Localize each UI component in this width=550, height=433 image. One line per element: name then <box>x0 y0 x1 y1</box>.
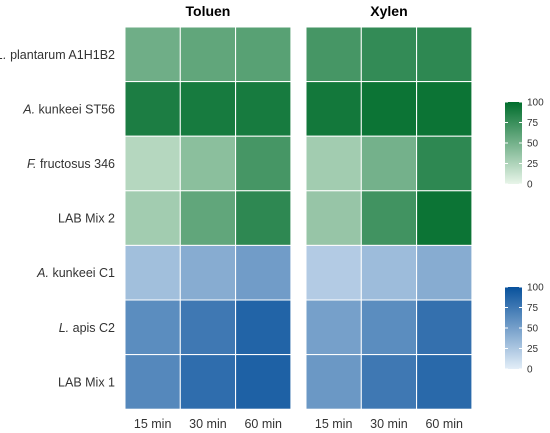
heatmap-cell <box>305 26 362 83</box>
heatmap-cell <box>179 354 237 410</box>
heatmap-cell <box>124 26 181 83</box>
heatmap-cell <box>416 354 473 410</box>
panel-title: Xylen <box>370 3 407 19</box>
heatmap-cell <box>360 26 418 83</box>
panel-title: Toluen <box>186 3 231 19</box>
heatmap-cell <box>360 190 418 246</box>
heatmap-cell <box>360 244 418 301</box>
heatmap-cell <box>416 244 473 301</box>
heatmap-cell <box>179 81 237 137</box>
heatmap-cell <box>124 135 181 192</box>
y-tick-label: A. kunkeei C1 <box>36 266 115 280</box>
heatmap-cell <box>360 354 418 410</box>
y-tick-label: L. plantarum A1H1B2 <box>0 48 115 62</box>
heatmap-cell <box>124 354 181 410</box>
heatmap-cell <box>235 135 292 192</box>
heatmap-cell <box>179 244 237 301</box>
y-tick-label: LAB Mix 1 <box>58 375 115 389</box>
y-tick-label: A. kunkeei ST56 <box>22 102 115 116</box>
heatmap-cell <box>305 135 362 192</box>
heatmap-cell <box>416 26 473 83</box>
heatmap-cell <box>124 299 181 356</box>
y-tick-label: F. fructosus 346 <box>27 157 115 171</box>
heatmap-cell <box>179 26 237 83</box>
heatmap-cell <box>305 299 362 356</box>
heatmap-cell <box>305 190 362 246</box>
heatmap-cell <box>235 81 292 137</box>
heatmap-cell <box>235 299 292 356</box>
colorbar-tick-label: 100 <box>527 98 544 109</box>
heatmap-cell <box>305 354 362 410</box>
colorbar-tick-label: 0 <box>527 365 533 376</box>
heatmap-cell <box>360 81 418 137</box>
colorbar-blue <box>505 287 522 369</box>
x-tick-label: 30 min <box>189 417 227 431</box>
heatmap-cell <box>124 81 181 137</box>
x-tick-label: 15 min <box>315 417 353 431</box>
colorbar-tick-label: 50 <box>527 139 539 150</box>
y-tick-label: L. apis C2 <box>59 321 115 335</box>
heatmap-cell <box>416 299 473 356</box>
heatmap-cell <box>416 81 473 137</box>
heatmap-cell <box>360 299 418 356</box>
heatmap-cell <box>124 190 181 246</box>
colorbar-tick-label: 25 <box>527 344 539 355</box>
colorbar-tick-label: 25 <box>527 159 539 170</box>
y-tick-label: LAB Mix 2 <box>58 212 115 226</box>
heatmap-cell <box>235 354 292 410</box>
colorbar-tick-label: 75 <box>527 303 539 314</box>
heatmap-cell <box>235 244 292 301</box>
colorbar-tick-label: 50 <box>527 324 539 335</box>
heatmap-cell <box>305 244 362 301</box>
heatmap-cell <box>305 81 362 137</box>
heatmap-cell <box>179 135 237 192</box>
heatmap-cell <box>179 190 237 246</box>
x-tick-label: 30 min <box>370 417 408 431</box>
colorbar-tick-label: 100 <box>527 283 544 294</box>
x-tick-label: 60 min <box>244 417 282 431</box>
heatmap-cell <box>179 299 237 356</box>
heatmap-cell <box>360 135 418 192</box>
colorbar-green <box>505 102 522 184</box>
heatmap-cell <box>124 244 181 301</box>
colorbar-tick-label: 75 <box>527 118 539 129</box>
heatmap-cell <box>235 26 292 83</box>
heatmap-cell <box>235 190 292 246</box>
colorbar-tick-label: 0 <box>527 180 533 191</box>
x-tick-label: 15 min <box>134 417 172 431</box>
heatmap-cell <box>416 135 473 192</box>
x-tick-label: 60 min <box>425 417 463 431</box>
heatmap-cell <box>416 190 473 246</box>
